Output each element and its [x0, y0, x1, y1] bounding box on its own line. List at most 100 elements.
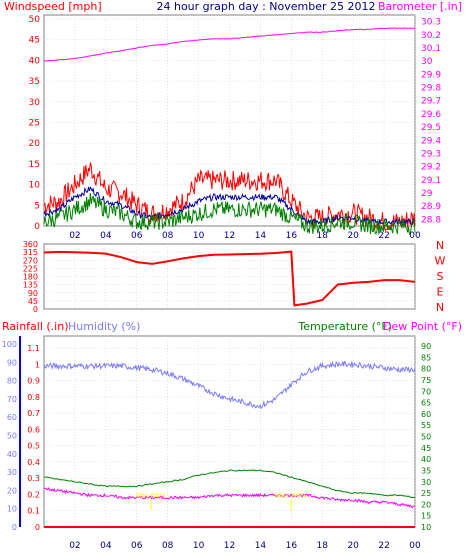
- humidity-ytick-1: 10: [7, 505, 17, 514]
- rain-ytick-3: 0.3: [27, 474, 40, 483]
- temperature-label: Temperature (°F): [297, 320, 392, 333]
- temp-ytick-8: 50: [421, 433, 431, 442]
- humidity-ytick-4: 40: [7, 450, 17, 459]
- dewpoint-line: [43, 487, 416, 509]
- wind-ytick-6: 30: [29, 98, 41, 108]
- bottom-xtick-0: 02: [69, 541, 80, 551]
- rain-ytick-8: 0.8: [27, 393, 40, 402]
- dir-ytick-3: 135: [23, 281, 38, 290]
- rain-ytick-6: 0.6: [27, 425, 40, 434]
- temp-ytick-7: 45: [421, 444, 431, 453]
- baro-ytick-14: 30.2: [421, 31, 441, 41]
- humidity-min-text: Min 64%: [136, 492, 167, 500]
- chart-title: 24 hour graph day : November 25 2012: [156, 0, 375, 13]
- humidity-ytick-5: 50: [7, 432, 17, 441]
- humidity-ytick-8: 80: [7, 377, 17, 386]
- temp-ytick-9: 55: [421, 421, 431, 430]
- baro-ytick-13: 30.1: [421, 44, 441, 54]
- baro-ytick-2: 29: [421, 189, 433, 199]
- wind-xtick-10: 22: [378, 231, 389, 241]
- temp-ytick-12: 70: [421, 387, 431, 396]
- humidity-ytick-10: 100: [2, 340, 17, 349]
- temp-ytick-6: 40: [421, 455, 431, 464]
- humidity-ytick-7: 70: [7, 395, 17, 404]
- wind-min-line: [43, 193, 416, 235]
- temp-ytick-0: 10: [421, 523, 431, 532]
- dir-ytick-7: 315: [23, 248, 38, 257]
- wind-ytick-1: 5: [34, 201, 40, 211]
- baro-ytick-5: 29.3: [421, 149, 441, 159]
- wind-panel: 0 5 10 15 20 25 30 35 40 45 50 28.8 28.9 29 29.1 29.2 29…: [29, 14, 441, 241]
- wind-xtick-0: 02: [69, 231, 80, 241]
- rain-ytick-10: 1: [35, 360, 40, 369]
- wind-ytick-10: 50: [29, 15, 41, 25]
- dir-ytick-0: 0: [33, 305, 38, 314]
- wind-gust-line: [43, 162, 416, 232]
- baro-ytick-8: 29.6: [421, 110, 441, 120]
- wind-xtick-4: 10: [193, 231, 205, 241]
- temp-ytick-13: 75: [421, 376, 431, 385]
- dir-ytick-2: 90: [28, 289, 38, 298]
- compass-label-3: E: [437, 286, 444, 299]
- humidity-ytick-9: 90: [7, 358, 17, 367]
- baro-ytick-11: 29.9: [421, 70, 441, 80]
- compass-label-2: S: [437, 270, 444, 283]
- wind-ytick-5: 25: [29, 119, 40, 129]
- wind-ytick-8: 40: [29, 56, 41, 66]
- temp-ytick-1: 15: [421, 512, 431, 521]
- wind-ytick-9: 45: [29, 36, 40, 46]
- temp-ytick-5: 35: [421, 466, 431, 475]
- wind-ytick-7: 35: [29, 77, 40, 87]
- temp-ytick-14: 80: [421, 365, 431, 374]
- bottom-xtick-6: 14: [255, 541, 267, 551]
- temp-ytick-15: 85: [421, 353, 431, 362]
- wind-direction-line: [43, 250, 416, 307]
- dir-ytick-1: 45: [28, 297, 38, 306]
- rain-ytick-0: 0: [35, 523, 40, 532]
- temperature-line: [43, 469, 416, 499]
- wind-xtick-9: 20: [347, 231, 359, 241]
- temp-ytick-10: 60: [421, 410, 431, 419]
- temp-ytick-11: 65: [421, 399, 431, 408]
- bottom-xtick-11: 00: [409, 541, 421, 551]
- rain-ytick-2: 0.2: [27, 490, 40, 499]
- baro-ytick-4: 29.2: [421, 163, 441, 173]
- baro-ytick-7: 29.5: [421, 123, 441, 133]
- wind-xtick-8: 18: [317, 231, 329, 241]
- humidity-max-text: Max 89%: [275, 492, 308, 500]
- rainfall-label: Rainfall (.in): [2, 320, 69, 333]
- temp-ytick-2: 20: [421, 500, 431, 509]
- bottom-xtick-5: 12: [224, 541, 235, 551]
- wind-average-line: [43, 186, 416, 227]
- bottom-xtick-2: 06: [131, 541, 143, 551]
- wind-xtick-2: 06: [131, 231, 143, 241]
- baro-ytick-3: 29.1: [421, 176, 441, 186]
- humidity-ytick-2: 20: [7, 486, 17, 495]
- humidity-max-marker: Max 89%: [275, 492, 308, 510]
- bottom-xtick-4: 10: [193, 541, 205, 551]
- dir-ytick-4: 180: [23, 273, 38, 282]
- rain-ytick-9: 0.9: [27, 377, 40, 386]
- bottom-xtick-9: 20: [347, 541, 359, 551]
- rain-ytick-1: 0.1: [27, 507, 40, 516]
- wind-xtick-5: 12: [224, 231, 235, 241]
- wind-ytick-0: 0: [34, 222, 40, 232]
- wind-xtick-3: 08: [162, 231, 174, 241]
- baro-ytick-9: 29.7: [421, 97, 441, 107]
- humidity-ytick-3: 30: [7, 468, 17, 477]
- temp-ytick-4: 30: [421, 478, 431, 487]
- bottom-xtick-1: 04: [100, 541, 112, 551]
- compass-label-4: N: [436, 301, 444, 314]
- wind-xtick-1: 04: [100, 231, 112, 241]
- humidity-label: Humidity (%): [68, 320, 140, 333]
- rain-ytick-7: 0.7: [27, 409, 40, 418]
- wind-ytick-3: 15: [29, 160, 40, 170]
- baro-ytick-0: 28.8: [421, 215, 441, 225]
- rain-ytick-5: 0.5: [27, 442, 40, 451]
- temperature-panel: 010203040506070809010000.10.20.30.40.50.…: [2, 335, 431, 551]
- bottom-xtick-7: 16: [286, 541, 298, 551]
- barometer-line: [43, 27, 416, 62]
- rain-ytick-4: 0.4: [27, 458, 40, 467]
